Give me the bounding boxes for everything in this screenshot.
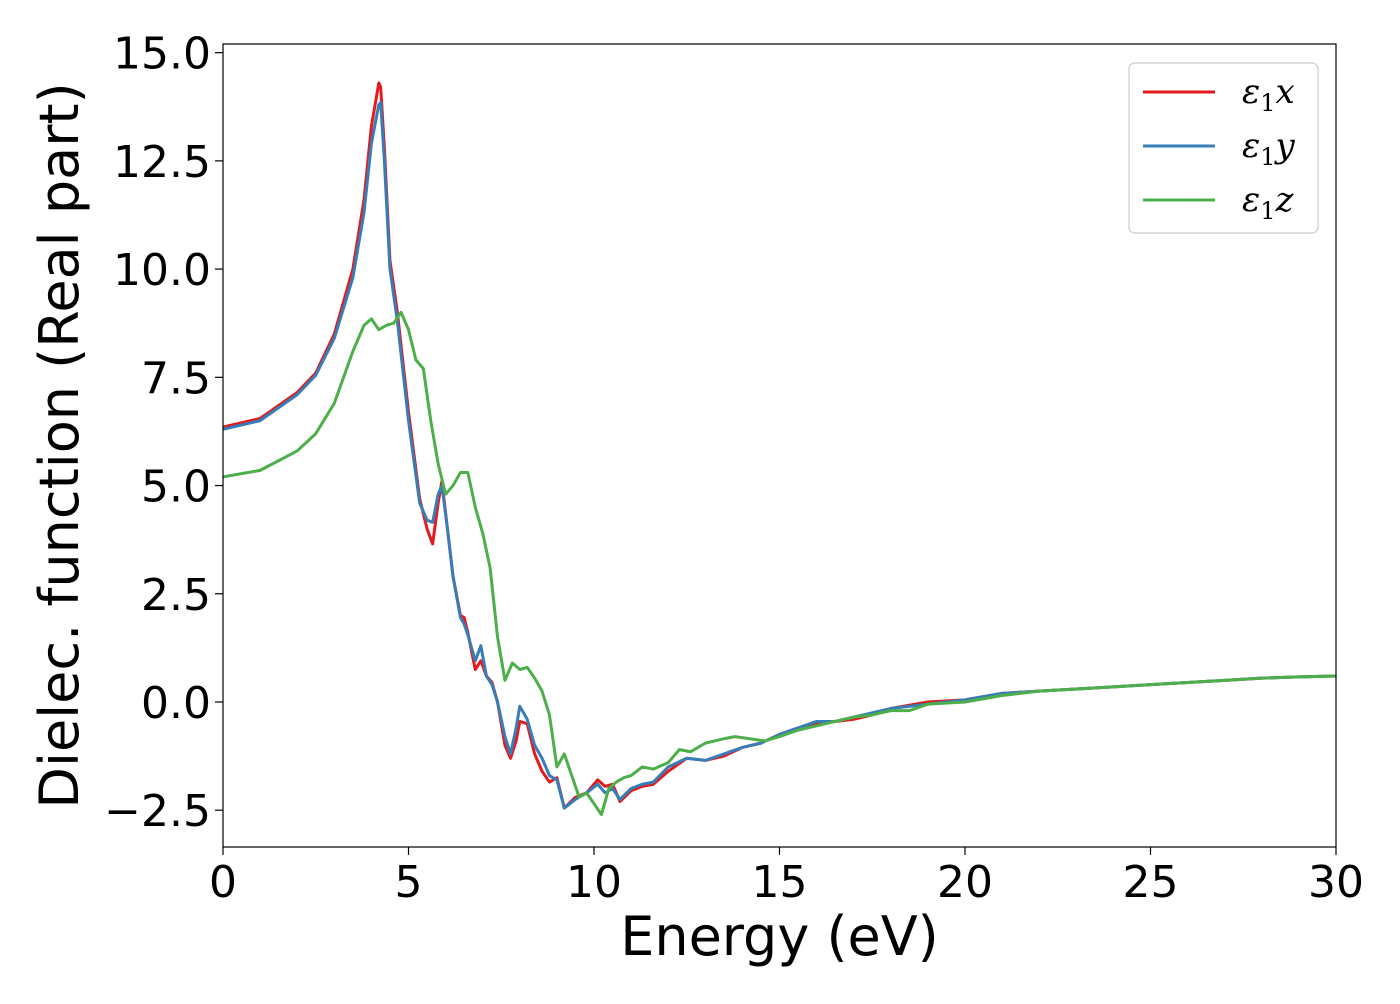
- legend-variable: z: [1275, 180, 1295, 220]
- legend-label-z: ε1z: [1242, 180, 1295, 225]
- legend-label-x: ε1x: [1242, 72, 1295, 117]
- x-tick-label: 25: [1123, 857, 1179, 908]
- series-line-y: [223, 100, 1336, 810]
- x-axis: 0 5 10 15 20 25 30: [209, 847, 1364, 908]
- legend-symbol: ε: [1242, 72, 1260, 112]
- legend-symbol: ε: [1242, 126, 1260, 166]
- y-tick-label: 2.5: [141, 570, 211, 621]
- x-tick-label: 10: [566, 857, 622, 908]
- y-tick-label: 15.0: [113, 29, 211, 80]
- y-tick-label: 7.5: [141, 353, 211, 404]
- series-layer: [223, 81, 1336, 817]
- x-tick-label: 20: [937, 857, 993, 908]
- legend-symbol: ε: [1242, 180, 1260, 220]
- y-tick-label: 0.0: [141, 678, 211, 729]
- y-tick-label: 12.5: [113, 137, 211, 188]
- x-tick-label: 15: [752, 857, 808, 908]
- legend-subscript: 1: [1260, 143, 1275, 171]
- x-axis-title: Energy (eV): [620, 905, 939, 968]
- legend-variable: y: [1274, 126, 1296, 166]
- x-tick-label: 5: [395, 857, 423, 908]
- legend-subscript: 1: [1260, 197, 1275, 225]
- x-tick-label: 30: [1308, 857, 1364, 908]
- legend-subscript: 1: [1260, 89, 1275, 117]
- legend-box: [1128, 62, 1319, 234]
- y-tick-label: 5.0: [141, 462, 211, 513]
- legend-variable: x: [1276, 72, 1295, 112]
- y-axis-title: Dielec. function (Real part): [28, 82, 91, 808]
- legend-label-y: ε1y: [1242, 126, 1296, 171]
- x-tick-label: 0: [209, 857, 237, 908]
- y-tick-label: 10.0: [113, 245, 211, 296]
- series-line-z: [223, 310, 1336, 817]
- y-axis: −2.5 0.0 2.5 5.0 7.5 10.0 12.5 15.0: [104, 29, 223, 837]
- y-tick-label: −2.5: [104, 786, 211, 837]
